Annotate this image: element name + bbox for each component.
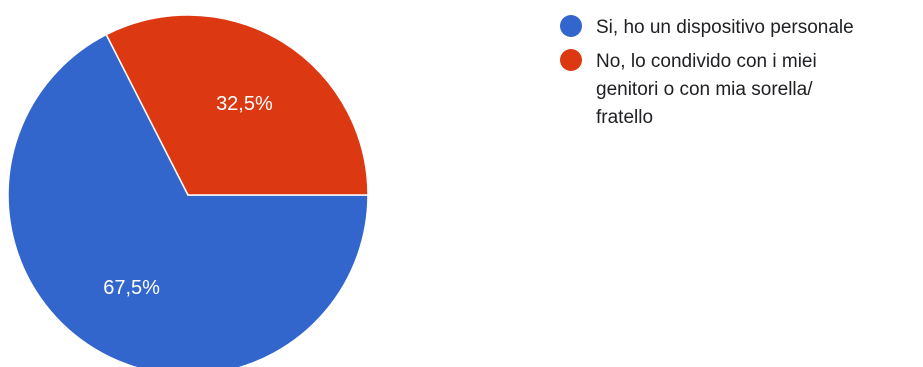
legend-swatch-red xyxy=(560,49,582,71)
slice-label-condivido: 32,5% xyxy=(216,93,273,115)
legend-swatch-blue xyxy=(560,15,582,37)
pie-slice-dispositivo-personale xyxy=(7,33,369,367)
legend-label-dispositivo-personale: Si, ho un dispositivo personale xyxy=(596,17,854,38)
pie-slices xyxy=(7,14,369,367)
pie-slice-condivido xyxy=(105,14,369,196)
legend-label-condivido: No, lo condivido con i miei genitori o c… xyxy=(596,51,817,128)
slice-label-dispositivo-personale: 67,5% xyxy=(103,277,160,299)
legend-item-dispositivo-personale[interactable]: Si, ho un dispositivo personale xyxy=(560,14,922,42)
legend: Si, ho un dispositivo personale No, lo c… xyxy=(560,14,922,138)
legend-item-condivido[interactable]: No, lo condivido con i miei genitori o c… xyxy=(560,48,922,132)
